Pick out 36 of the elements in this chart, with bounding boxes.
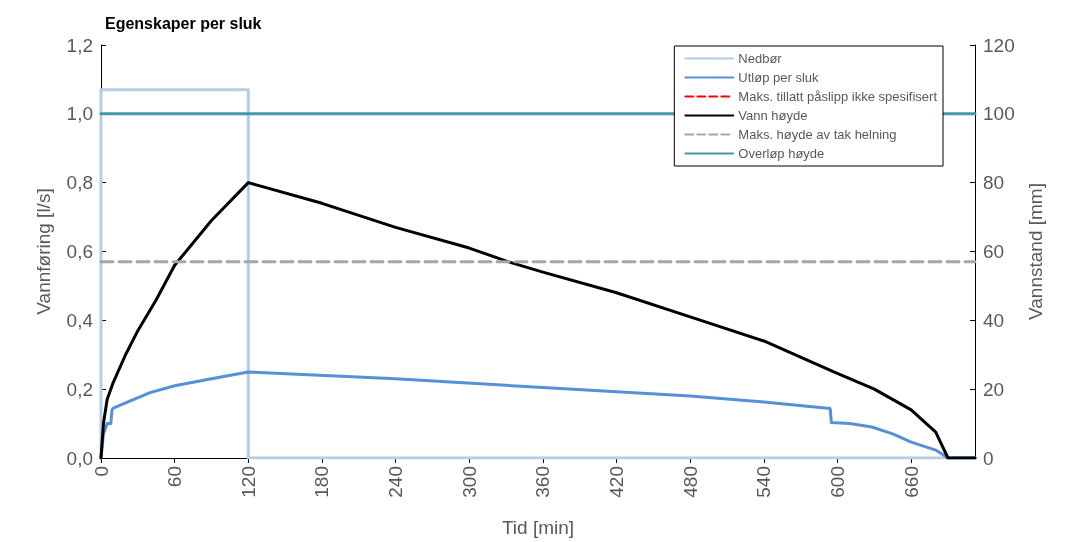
x-tick-label: 240 [385, 466, 407, 498]
y-tick-label: 0,4 [66, 309, 94, 331]
y-axis-title: Vannføring [l/s] [33, 188, 54, 315]
chart-title: Egenskaper per sluk [105, 14, 262, 32]
y2-tick-label: 100 [983, 103, 1015, 125]
y2-tick-label: 0 [983, 447, 994, 469]
legend-label: Vann høyde [738, 108, 808, 123]
y-tick-label: 0,8 [66, 172, 93, 194]
x-tick-label: 60 [164, 466, 186, 488]
x-tick-label: 180 [311, 466, 333, 498]
legend-label: Maks. tillatt påslipp ikke spesifisert [738, 89, 938, 104]
x-tick-label: 540 [753, 466, 775, 498]
y2-tick-label: 120 [983, 34, 1015, 56]
legend-label: Overløp høyde [738, 146, 825, 161]
y2-tick-label: 20 [983, 378, 1005, 400]
x-tick-label: 120 [237, 466, 259, 498]
y-tick-label: 1,0 [66, 103, 93, 125]
x-tick-label: 360 [532, 466, 554, 498]
x-tick-label: 300 [458, 466, 480, 498]
y2-tick-label: 60 [983, 241, 1005, 262]
legend-label: Maks. høyde av tak helning [738, 127, 897, 142]
legend-label: Utløp per sluk [738, 70, 820, 85]
y2-tick-label: 80 [983, 172, 1005, 194]
x-tick-label: 660 [900, 466, 922, 498]
y-tick-label: 0,2 [66, 378, 93, 400]
y-tick-label: 0,0 [66, 447, 93, 469]
x-tick-label: 600 [827, 466, 849, 498]
x-tick-label: 480 [679, 466, 701, 498]
legend-label: Nedbør [738, 51, 783, 66]
y2-axis-title: Vannstand [mm] [1024, 183, 1046, 320]
y-tick-label: 0,6 [66, 241, 93, 262]
y-tick-label: 1,2 [66, 34, 93, 56]
y2-tick-label: 40 [983, 309, 1005, 331]
x-tick-label: 0 [90, 466, 112, 477]
x-axis-title: Tid [min] [501, 517, 575, 538]
x-tick-label: 420 [606, 466, 628, 498]
